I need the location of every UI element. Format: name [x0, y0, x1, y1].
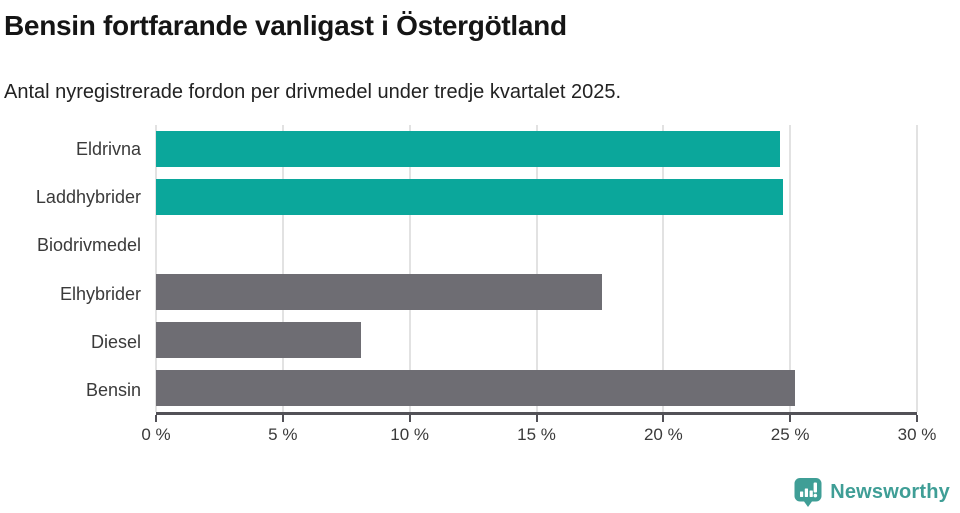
y-axis-labels: Eldrivna Laddhybrider Biodrivmedel Elhybrid… — [0, 125, 156, 415]
category-label-eldrivna: Eldrivna — [75, 138, 141, 159]
brand-footer: Newsworthy — [793, 477, 950, 508]
category-label-biodrivmedel: Biodrivmedel — [36, 235, 141, 256]
x-axis: 0 % 5 % 10 % 15 % 20 % 25 % 30 % — [141, 415, 936, 449]
bar-row — [156, 173, 917, 221]
page-subtitle: Antal nyregistrerade fordon per drivmede… — [4, 81, 622, 103]
bar-chart: Eldrivna Laddhybrider Biodrivmedel Elhybrid… — [0, 125, 960, 449]
x-tick-label: 20 % — [643, 425, 683, 444]
x-tick — [408, 415, 411, 422]
bar-eldrivna — [156, 130, 781, 167]
gridline — [662, 125, 665, 412]
brand-name: Newsworthy — [830, 481, 950, 503]
bar-bensin — [156, 370, 796, 407]
category-label-bensin: Bensin — [85, 380, 141, 401]
bar-row — [156, 268, 917, 316]
gridline — [916, 125, 918, 412]
x-tick-label: 25 % — [770, 425, 810, 444]
x-tick-label: 15 % — [517, 425, 556, 444]
x-tick-label: 30 % — [897, 425, 937, 444]
x-tick — [916, 415, 918, 422]
x-tick — [662, 415, 665, 422]
bar-row — [156, 125, 917, 173]
x-tick-label: 10 % — [390, 425, 430, 444]
x-tick — [535, 415, 538, 422]
x-tick — [789, 415, 792, 422]
gridline — [789, 125, 792, 412]
category-label-diesel: Diesel — [90, 331, 141, 352]
plot-area — [155, 125, 918, 415]
x-tick — [155, 415, 157, 422]
bar-elhybrider — [156, 274, 603, 311]
bar-rows — [156, 125, 917, 412]
category-label-elhybrider: Elhybrider — [59, 283, 141, 304]
bar-diesel — [156, 322, 362, 359]
gridline — [281, 125, 284, 412]
bar-row — [156, 316, 917, 364]
gridline — [535, 125, 538, 412]
bar-laddhybrider — [156, 178, 783, 215]
bar-row — [156, 221, 917, 269]
x-tick-label: 0 % — [141, 425, 171, 444]
page-title: Bensin fortfarande vanligast i Östergötl… — [4, 10, 567, 41]
newsworthy-logo-icon — [794, 478, 822, 507]
gridline — [408, 125, 411, 412]
bar-row — [156, 364, 917, 412]
x-tick — [281, 415, 284, 422]
category-label-laddhybrider: Laddhybrider — [35, 186, 141, 207]
x-tick-label: 5 % — [268, 425, 298, 444]
gridline — [155, 125, 157, 412]
